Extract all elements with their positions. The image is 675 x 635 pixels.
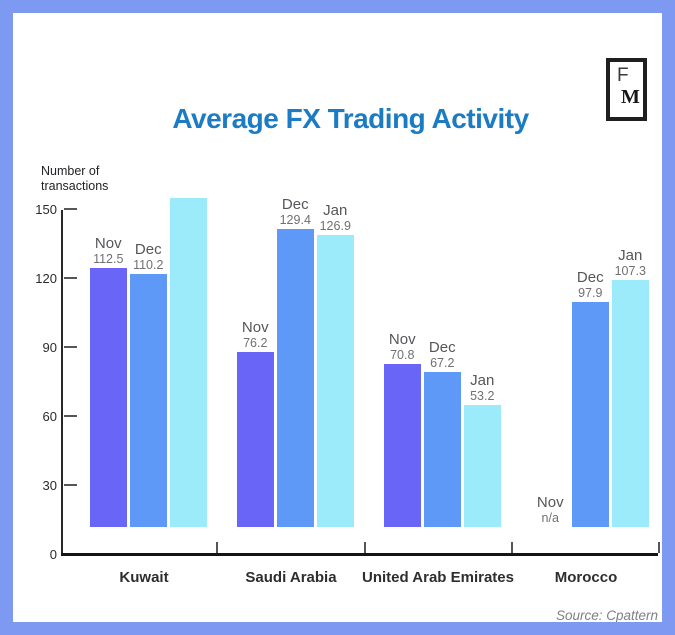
- bar-month-label: Nov: [536, 494, 564, 511]
- y-tick-label-90: 90: [42, 339, 57, 355]
- bar-united-arab-emirates-nov: [384, 364, 421, 527]
- y-axis-title-line2: transactions: [41, 179, 109, 193]
- category-label-saudi-arabia: Saudi Arabia: [245, 569, 337, 586]
- y-tick-30: [64, 484, 77, 486]
- bar-value-label: 53.2: [470, 388, 495, 403]
- bar-value-label: 126.9: [319, 219, 351, 234]
- bar-label-morocco-nov: Nov n/a: [510, 494, 590, 525]
- bar-label-saudi-arabia-nov: Nov 76.2: [215, 319, 295, 350]
- x-tick-3: [657, 542, 660, 553]
- y-tick-150: [64, 208, 77, 210]
- bar-label-morocco-jan: Jan 107.3: [590, 247, 662, 279]
- source-credit: Source: Cpattern: [555, 608, 658, 623]
- bar-value-label: 112.5: [93, 252, 124, 267]
- bar-label-morocco-dec: Dec 97.9: [550, 269, 630, 300]
- bar-month-label: Nov: [388, 331, 416, 349]
- bar-value-label: 129.4: [279, 213, 311, 228]
- bar-value-label: 70.8: [390, 348, 415, 363]
- bar-month-label: Nov: [241, 318, 269, 336]
- y-tick-label-150: 150: [35, 201, 57, 217]
- bar-united-arab-emirates-dec: [424, 372, 461, 527]
- y-tick-label-60: 60: [42, 408, 57, 424]
- bar-kuwait-dec: [130, 273, 167, 527]
- bar-month-label: Jan: [470, 371, 495, 389]
- bar-label-kuwait-dec: Dec 110.2: [108, 241, 188, 272]
- bar-value-label: 107.3: [614, 264, 646, 279]
- bar-value-label: n/a: [541, 511, 559, 525]
- category-label-morocco: Morocco: [554, 569, 618, 586]
- y-axis-title: Number of transactions: [41, 164, 108, 194]
- bar-month-label: Nov: [94, 235, 122, 253]
- bar-kuwait-jan: [170, 198, 207, 527]
- bar-saudi-arabia-jan: [317, 235, 354, 527]
- x-tick-2: [511, 542, 513, 553]
- bar-month-label: Jan: [323, 202, 348, 220]
- bar-value-label: 110.2: [133, 257, 164, 272]
- chart-title: Average FX Trading Activity: [172, 103, 529, 134]
- bar-label-saudi-arabia-jan: Jan 126.9: [295, 202, 375, 233]
- y-tick-120: [64, 277, 77, 279]
- bar-united-arab-emirates-jan: [464, 404, 501, 527]
- bar-month-label: Dec: [428, 339, 456, 357]
- bar-month-label: Jan: [618, 247, 643, 265]
- bar-label-united-arab-emirates-dec: Dec 67.2: [402, 339, 482, 370]
- y-tick-90: [64, 346, 77, 348]
- x-tick-0: [215, 542, 218, 553]
- bar-value-label: 67.2: [430, 356, 455, 371]
- y-tick-label-0: 0: [49, 546, 57, 562]
- bar-month-label: Dec: [281, 196, 309, 214]
- bar-kuwait-nov: [90, 268, 127, 527]
- category-label-united-arab-emirates: United Arab Emirates: [362, 569, 514, 586]
- bar-label-saudi-arabia-dec: Dec 129.4: [255, 196, 335, 227]
- category-label-kuwait: Kuwait: [119, 569, 169, 586]
- bar-label-united-arab-emirates-jan: Jan 53.2: [442, 372, 522, 403]
- logo-letter-f: F: [617, 65, 629, 86]
- bar-label-united-arab-emirates-nov: Nov 70.8: [362, 331, 442, 362]
- bar-value-label: 97.9: [578, 285, 603, 300]
- bar-label-kuwait-nov: Nov 112.5: [68, 235, 148, 266]
- bar-saudi-arabia-dec: [277, 229, 314, 527]
- y-axis-title-line1: Number of: [41, 164, 100, 178]
- y-tick-label-120: 120: [35, 270, 57, 286]
- fm-logo: F M: [606, 58, 647, 121]
- bar-month-label: Dec: [576, 268, 604, 286]
- y-tick-label-30: 30: [42, 477, 57, 493]
- bar-month-label: Dec: [134, 240, 162, 258]
- bar-morocco-jan: [612, 280, 649, 527]
- bar-value-label: 76.2: [243, 335, 268, 350]
- y-axis-line: [61, 210, 63, 555]
- bar-saudi-arabia-nov: [237, 351, 274, 527]
- bar-morocco-dec: [572, 301, 609, 527]
- x-axis-line: [61, 553, 658, 556]
- x-tick-1: [363, 542, 366, 553]
- logo-letter-m: M: [621, 86, 640, 108]
- y-tick-60: [64, 415, 77, 417]
